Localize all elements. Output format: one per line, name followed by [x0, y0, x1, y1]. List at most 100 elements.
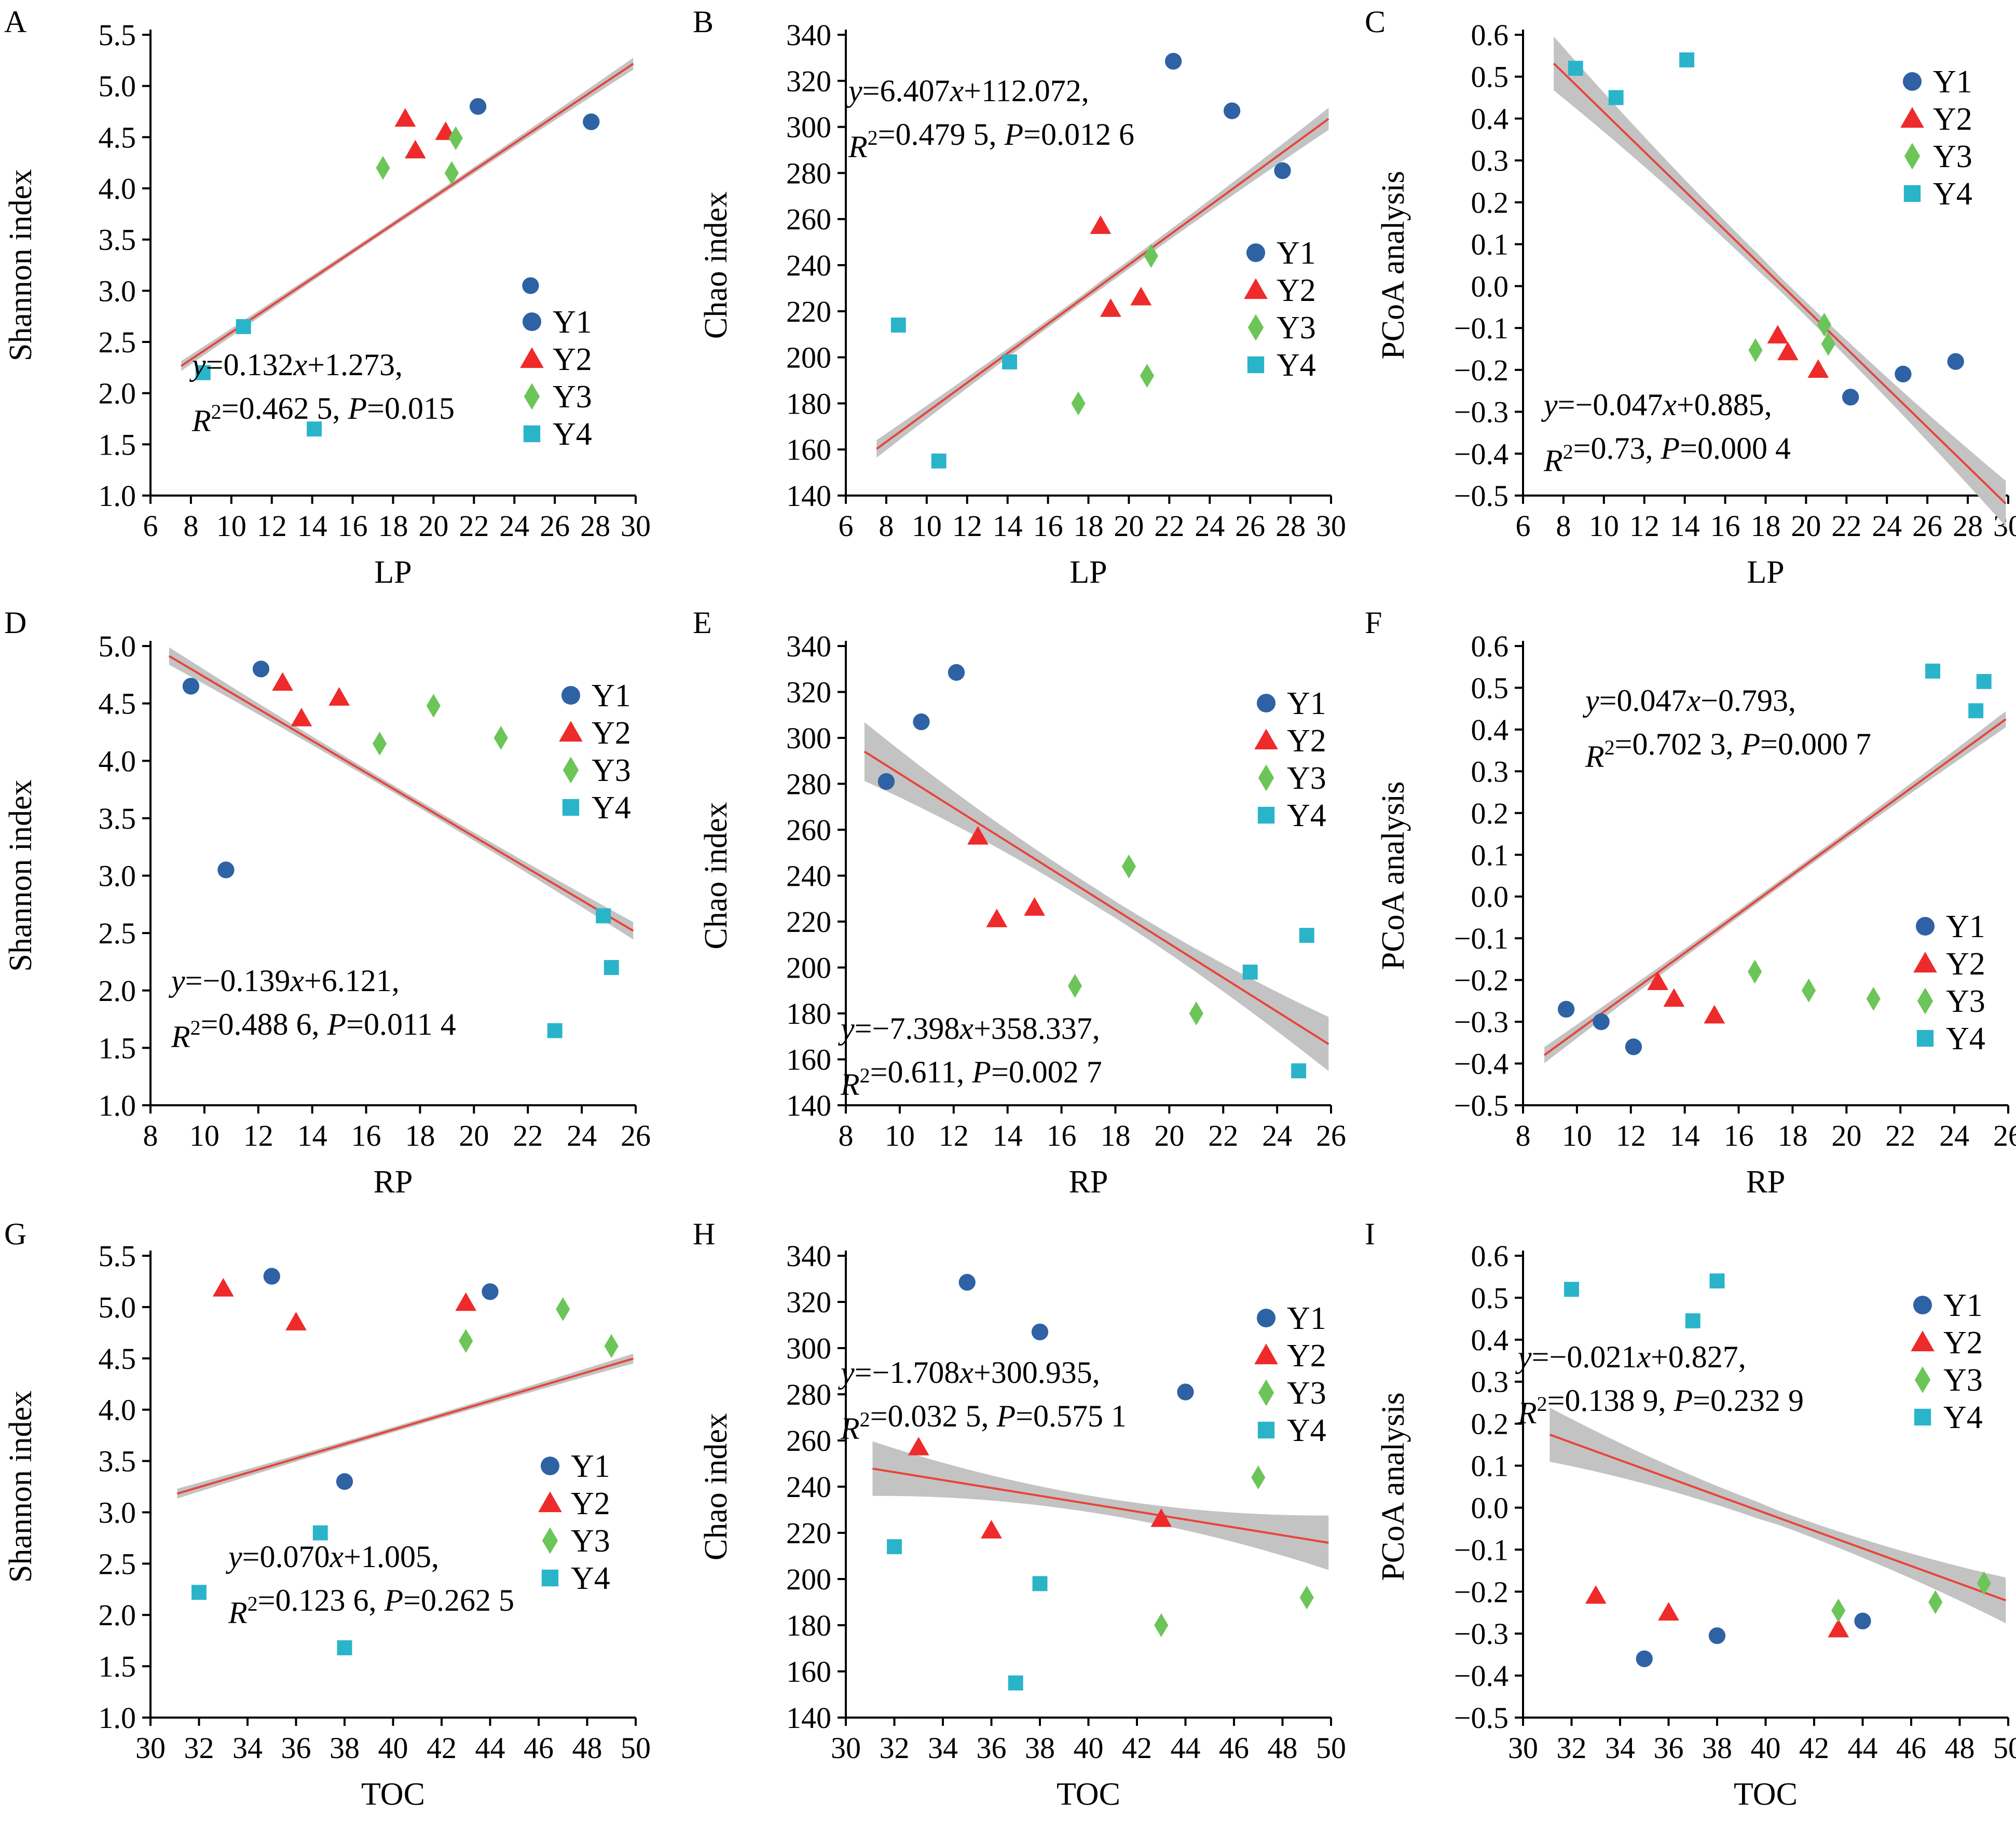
data-point-y1 [1557, 1000, 1575, 1018]
y-tick-label: −0.2 [1454, 1575, 1508, 1609]
data-point-y4 [1008, 1675, 1023, 1691]
y-tick-label: 1.0 [99, 479, 136, 513]
data-point-y1 [1031, 1323, 1049, 1341]
data-point-y3 [459, 1329, 473, 1353]
equation-line2: R2=0.611, P=0.002 7 [840, 1055, 1102, 1102]
panel-f: F −0.5 −0.4 −0.3 −0.2 −0.1 0.0 0.1 0.2 0.3 0.4 0.5 0… [1365, 606, 2016, 1200]
data-point-y3 [1067, 973, 1082, 998]
legend-marker-y1 [1915, 916, 1935, 936]
y-tick-label: 220 [786, 1516, 831, 1550]
legend-label: Y2 [1287, 723, 1326, 759]
data-point-y3 [1748, 338, 1763, 362]
equation-line1: y=−1.708x+300.935, [838, 1355, 1100, 1390]
panel-letter: C [1365, 5, 1386, 39]
data-point-y1 [217, 861, 235, 879]
x-tick-label: 30 [135, 1731, 166, 1765]
y-tick-label: 240 [786, 859, 831, 893]
x-tick-label: 18 [378, 509, 408, 543]
y-axis-label: Chao index [698, 191, 734, 339]
x-axis-label: RP [374, 1164, 413, 1200]
x-tick-label: 30 [1508, 1731, 1538, 1765]
panel-letter: B [693, 5, 714, 39]
legend-marker-y4 [541, 1569, 559, 1587]
data-point-y1 [877, 773, 895, 790]
y-tick-label: −0.4 [1454, 1047, 1508, 1081]
data-point-y1 [336, 1473, 353, 1490]
legend-label: Y3 [1943, 1363, 1983, 1398]
data-point-y2 [1150, 1508, 1172, 1527]
data-point-y1 [583, 113, 600, 130]
legend-label: Y4 [1277, 348, 1316, 383]
data-point-y2 [272, 672, 293, 691]
data-point-y2 [1090, 215, 1112, 234]
y-tick-label: −0.5 [1454, 1701, 1508, 1735]
x-tick-label: 14 [993, 509, 1023, 543]
y-tick-label: 0.4 [1471, 102, 1509, 135]
legend-label: Y2 [1277, 273, 1316, 308]
y-tick-label: 140 [786, 479, 831, 513]
equation-line2: R2=0.488 6, P=0.011 4 [171, 1007, 456, 1054]
x-tick-label: 14 [1670, 1119, 1700, 1152]
data-point-y2 [291, 707, 312, 726]
x-tick-label: 18 [1100, 1119, 1130, 1152]
y-tick-label: 0.0 [1471, 1491, 1509, 1525]
x-tick-label: 30 [621, 509, 651, 543]
y-tick-label: 4.5 [99, 687, 136, 721]
y-tick-label: 2.5 [99, 1547, 136, 1581]
x-tick-label: 22 [1831, 509, 1861, 543]
y-tick-label: 1.0 [99, 1089, 136, 1122]
y-axis-label: PCoA analysis [1376, 1392, 1411, 1581]
x-axis-label: RP [1069, 1164, 1108, 1200]
y-tick-label: 0.3 [1471, 754, 1509, 788]
x-tick-label: 26 [1993, 1119, 2016, 1152]
legend-marker-y1 [1256, 1308, 1276, 1328]
data-point-y3 [1144, 244, 1158, 268]
y-axis-label: Shannon index [3, 1391, 38, 1583]
data-point-y2 [328, 687, 350, 706]
x-tick-label: 32 [184, 1731, 214, 1765]
legend-marker-y3 [1258, 764, 1274, 791]
x-tick-label: 16 [1724, 1119, 1754, 1152]
x-tick-label: 40 [1751, 1731, 1781, 1765]
x-tick-label: 8 [839, 1119, 854, 1152]
data-point-y4 [887, 1539, 902, 1555]
data-point-y3 [1928, 1590, 1943, 1614]
x-tick-label: 14 [297, 1119, 327, 1152]
y-tick-label: 0.1 [1471, 838, 1509, 872]
x-tick-label: 22 [1208, 1119, 1238, 1152]
x-axis-label: LP [1747, 555, 1784, 590]
data-point-y4 [1976, 674, 1992, 689]
legend-marker-y2 [538, 1491, 562, 1513]
y-tick-label: 140 [786, 1089, 831, 1122]
legend-marker-y1 [561, 685, 581, 705]
data-point-y3 [372, 732, 387, 756]
x-axis-label: TOC [1057, 1777, 1120, 1812]
x-tick-label: 20 [1114, 509, 1144, 543]
legend-label: Y3 [1946, 984, 1985, 1019]
data-point-y2 [1663, 988, 1685, 1007]
x-tick-label: 44 [1171, 1731, 1201, 1765]
x-tick-label: 16 [1033, 509, 1063, 543]
legend-label: Y4 [1943, 1400, 1983, 1435]
x-tick-label: 36 [1654, 1731, 1684, 1765]
x-tick-label: 28 [580, 509, 610, 543]
regression-line [168, 655, 634, 932]
x-tick-label: 20 [1791, 509, 1821, 543]
data-point-y2 [981, 1520, 1002, 1539]
data-point-y2 [285, 1312, 307, 1330]
x-axis-label: TOC [361, 1777, 425, 1812]
legend-marker-y3 [563, 757, 579, 784]
panel-letter: F [1365, 606, 1382, 640]
data-point-y2 [394, 108, 416, 127]
y-axis-label: Shannon index [3, 169, 38, 361]
panel-b: B 140 160 180 200 220 240 260 280 300 320 340 6 8 10 12… [693, 5, 1346, 590]
data-point-y4 [1968, 703, 1984, 719]
x-tick-label: 8 [143, 1119, 158, 1152]
x-tick-label: 6 [839, 509, 854, 543]
equation-line2: R2=0.73, P=0.000 4 [1543, 431, 1791, 478]
y-tick-label: 260 [786, 1424, 831, 1458]
y-tick-label: 3.0 [99, 859, 136, 893]
